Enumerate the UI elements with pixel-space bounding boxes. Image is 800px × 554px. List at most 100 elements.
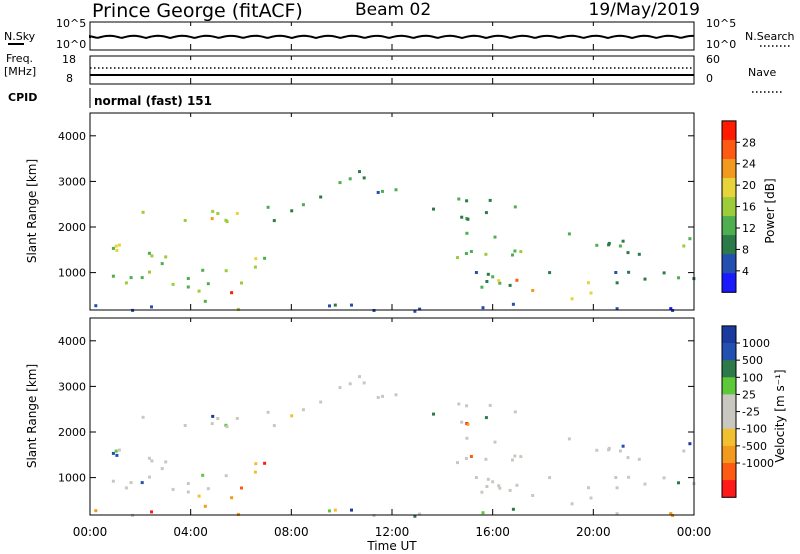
beam-label: Beam 02 — [355, 0, 432, 20]
velocity-cell — [319, 400, 323, 404]
velocity-cell — [484, 457, 488, 461]
velocity-cell — [224, 474, 228, 478]
velocity-cell — [469, 455, 473, 458]
power-cell — [206, 282, 210, 286]
colorbar-tick-label: 100 — [742, 371, 763, 384]
power-cell — [111, 246, 115, 250]
power-plot-bg — [90, 113, 694, 310]
velocity-cell — [589, 496, 593, 500]
power-cell — [469, 250, 473, 253]
freq-y-top-left: 18 — [62, 53, 76, 66]
velocity-cell — [301, 408, 305, 412]
velocity-cell — [253, 470, 257, 474]
velocity-plot-bg — [90, 318, 694, 515]
velocity-cell — [160, 467, 164, 471]
velocity-cell — [621, 444, 625, 448]
power-cell — [376, 191, 380, 194]
velocity-cell — [111, 479, 115, 483]
velocity-cell — [688, 442, 692, 446]
power-cell — [186, 277, 190, 280]
power-cell — [677, 276, 680, 280]
y-tick-label: 3000 — [58, 175, 86, 188]
velocity-cell — [567, 437, 571, 441]
colorbar-segment — [722, 343, 736, 361]
noise-y-top-right: 10^5 — [706, 17, 736, 30]
velocity-cell — [225, 425, 229, 429]
velocity-cell — [350, 508, 353, 512]
velocity-cell — [615, 512, 619, 516]
velocity-cell — [677, 481, 680, 485]
colorbar-tick-label: 500 — [742, 354, 763, 367]
colorbar-segment — [722, 235, 736, 255]
power-cell — [587, 281, 590, 285]
velocity-cell — [480, 490, 484, 494]
y-tick-label: 1000 — [58, 267, 86, 280]
colorbar-tick-label: 8 — [742, 243, 749, 256]
colorbar-tick-label: 25 — [742, 388, 756, 401]
velocity-cell — [114, 449, 118, 453]
velocity-cell — [627, 475, 631, 479]
power-cell — [338, 181, 342, 185]
power-cell — [319, 195, 323, 199]
power-cell — [456, 256, 459, 260]
velocity-cell — [662, 476, 666, 480]
colorbar-segment — [722, 120, 736, 141]
velocity-cell — [464, 457, 468, 460]
velocity-cell — [147, 456, 151, 460]
power-cell — [480, 285, 484, 289]
noise-y-bottom-left: 10^0 — [56, 38, 86, 51]
power-cell — [570, 297, 574, 301]
power-cell — [141, 210, 145, 214]
power-colorbar: 4 8 12 16 20 24 28 — [721, 120, 756, 293]
velocity-cell — [618, 449, 622, 453]
velocity-cell — [254, 462, 258, 466]
colorbar-segment — [722, 159, 736, 179]
velocity-cell — [263, 461, 267, 465]
y-tick-label: 4000 — [58, 130, 86, 143]
velocity-cell — [129, 481, 133, 485]
power-cell — [115, 248, 119, 252]
power-cell — [474, 271, 478, 274]
velocity-cell — [488, 403, 492, 407]
colorbar-tick-label: 24 — [742, 158, 756, 171]
cpid-value: normal (fast) 151 — [94, 94, 212, 108]
power-cell — [513, 249, 517, 253]
velocity-cell — [413, 514, 417, 518]
x-tick-label: 16:00 — [475, 525, 510, 539]
freq-y-bottom-right: 0 — [706, 72, 713, 85]
velocity-cell — [235, 416, 239, 420]
velocity-cell — [486, 477, 490, 481]
velocity-cell — [548, 476, 552, 480]
power-cell — [117, 243, 121, 247]
velocity-cell — [94, 509, 98, 513]
velocity-y-axis-label: Slant Range [km] — [25, 364, 39, 468]
power-cell — [210, 217, 214, 221]
colorbar-segment — [722, 394, 736, 412]
velocity-cell — [418, 512, 422, 516]
power-cell — [643, 277, 647, 281]
power-cell — [464, 252, 468, 255]
power-cell — [515, 278, 519, 282]
x-tick-label: 08:00 — [274, 525, 309, 539]
velocity-cell — [381, 394, 384, 398]
velocity-cell — [626, 456, 630, 460]
power-cell — [589, 291, 593, 295]
power-cell — [328, 304, 331, 308]
velocity-cell — [186, 482, 190, 485]
velocity-cell — [362, 381, 366, 385]
velocity-cell — [203, 504, 207, 508]
power-cell — [548, 271, 552, 275]
x-tick-label: 12:00 — [375, 525, 410, 539]
y-tick-label: 1000 — [58, 472, 86, 485]
velocity-cell — [465, 436, 469, 440]
power-cell — [124, 281, 128, 285]
power-cell — [457, 197, 461, 201]
power-cell — [614, 271, 618, 274]
x-tick-label: 00:00 — [677, 525, 712, 539]
power-cell — [348, 177, 352, 181]
power-cell — [485, 280, 489, 283]
colorbar-segment — [722, 273, 736, 293]
freq-y-bottom-left: 8 — [66, 72, 73, 85]
power-cell — [511, 253, 514, 257]
